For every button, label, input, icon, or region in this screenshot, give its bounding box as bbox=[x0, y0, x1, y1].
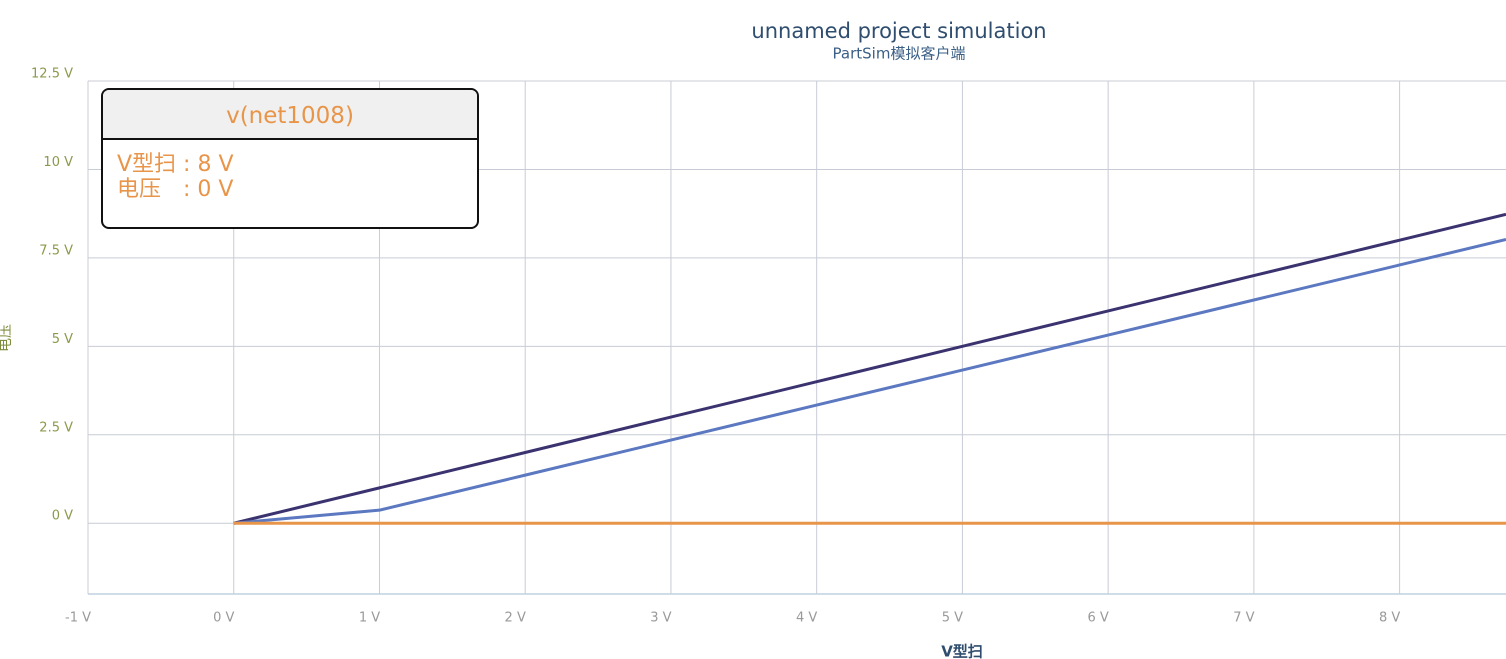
x-tick-label: 0 V bbox=[213, 611, 234, 626]
x-tick-label: 3 V bbox=[650, 611, 671, 626]
y-tick-label: 10 V bbox=[43, 155, 73, 170]
tooltip-row: V型扫 : 8 V bbox=[117, 152, 234, 177]
tooltip-title: v(net1008) bbox=[103, 90, 477, 140]
series-line bbox=[233, 238, 1506, 525]
x-tick-label: 7 V bbox=[1233, 611, 1254, 626]
y-tick-label: 0 V bbox=[52, 509, 73, 524]
y-tick-label: 2.5 V bbox=[39, 420, 73, 435]
x-tick-label: -1 V bbox=[65, 611, 91, 626]
x-tick-label: 6 V bbox=[1087, 611, 1108, 626]
y-axis-label: 电压 bbox=[0, 324, 14, 352]
x-tick-label: 5 V bbox=[942, 611, 963, 626]
x-axis-label: V型扫 bbox=[941, 643, 983, 659]
x-tick-label: 4 V bbox=[796, 611, 817, 626]
x-tick-label: 8 V bbox=[1379, 611, 1400, 626]
y-tick-label: 7.5 V bbox=[39, 243, 73, 258]
x-tick-label: 2 V bbox=[505, 611, 526, 626]
y-tick-label: 5 V bbox=[52, 332, 73, 347]
chart-title: unnamed project simulation bbox=[751, 19, 1046, 43]
chart-subtitle: PartSim模拟客户端 bbox=[833, 45, 966, 63]
tooltip: v(net1008) V型扫 : 8 V 电压 : 0 V bbox=[101, 88, 479, 229]
series-line bbox=[233, 212, 1506, 525]
tooltip-row: 电压 : 0 V bbox=[117, 177, 234, 202]
y-tick-label: 12.5 V bbox=[31, 67, 73, 82]
x-tick-label: 1 V bbox=[359, 611, 380, 626]
